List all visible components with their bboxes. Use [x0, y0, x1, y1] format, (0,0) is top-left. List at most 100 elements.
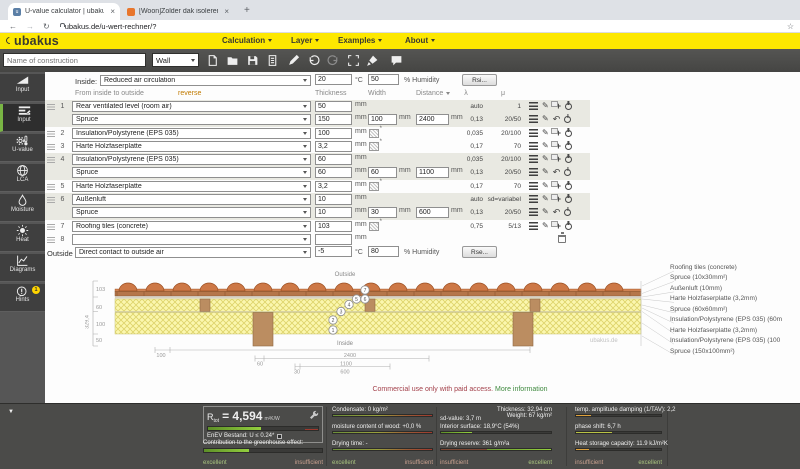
sidebar-item-lca[interactable]: LCA: [0, 164, 45, 192]
edit-pencil-icon[interactable]: ✎: [542, 101, 549, 110]
close-icon[interactable]: ×: [224, 7, 229, 16]
width-input[interactable]: 60: [368, 167, 397, 179]
material-select[interactable]: Harte Holzfaserplatte: [72, 180, 311, 192]
distance-header[interactable]: Distance: [416, 90, 451, 97]
edit-pencil-icon[interactable]: ✎: [542, 194, 549, 204]
outside-select[interactable]: Direct contact to outside air: [75, 247, 311, 258]
thickness-input[interactable]: 50: [315, 101, 352, 112]
browser-tab-active[interactable]: u U-value calculator | ubakus.de ×: [8, 3, 120, 20]
return-arrow-icon[interactable]: ↶: [552, 207, 561, 218]
redo-icon[interactable]: [327, 54, 340, 67]
menu-layer[interactable]: Layer: [291, 36, 320, 45]
material-select[interactable]: Außenluft: [72, 194, 311, 206]
construction-type-select[interactable]: Wall: [152, 53, 199, 67]
sidebar-item-input-layers[interactable]: Input: [0, 104, 45, 132]
toggle-layer-icon[interactable]: [564, 196, 572, 204]
material-select[interactable]: Rear ventilated level (room air): [72, 101, 311, 112]
drag-handle-icon[interactable]: [47, 103, 55, 110]
thickness-input[interactable]: [315, 233, 352, 245]
delete-row-icon[interactable]: [558, 232, 566, 243]
layer-menu-icon[interactable]: [529, 141, 538, 150]
refresh-icon[interactable]: ↻: [43, 21, 50, 31]
comment-icon[interactable]: [390, 54, 403, 67]
menu-examples[interactable]: Examples: [338, 36, 383, 45]
inside-select[interactable]: Reduced air circulation: [100, 75, 311, 86]
inside-temperature-input[interactable]: 20: [315, 74, 352, 85]
save-icon[interactable]: [246, 54, 259, 67]
layer-markers[interactable]: 1 2 3 4 5 6 7: [328, 285, 370, 335]
inside-humidity-input[interactable]: 50: [368, 74, 399, 85]
thickness-input[interactable]: 10: [315, 207, 352, 219]
forward-icon[interactable]: →: [26, 21, 34, 31]
toggle-layer-icon[interactable]: [564, 142, 572, 150]
drag-handle-icon[interactable]: [47, 235, 55, 243]
hatch-pattern-icon[interactable]: *: [369, 179, 382, 191]
brush-icon[interactable]: [366, 54, 379, 67]
thickness-input[interactable]: 3,2: [315, 140, 352, 152]
edit-pencil-icon[interactable]: ✎: [542, 127, 549, 137]
browser-tab-inactive[interactable]: [Woon]Zolder dak isoleren, best... ×: [122, 3, 234, 20]
material-select[interactable]: Harte Holzfaserplatte: [72, 140, 311, 152]
sidebar-item-diagrams[interactable]: Diagrams: [0, 254, 45, 282]
layer-menu-icon[interactable]: [529, 155, 538, 164]
edit-pencil-icon[interactable]: ✎: [542, 140, 549, 150]
new-tab-button[interactable]: +: [244, 5, 250, 16]
toggle-layer-icon[interactable]: [564, 129, 572, 137]
material-select[interactable]: Spruce: [72, 167, 311, 179]
hatch-pattern-icon[interactable]: *: [369, 126, 382, 138]
distance-input[interactable]: 2400: [416, 114, 449, 126]
sidebar-item-input-geometry[interactable]: Input: [0, 74, 45, 102]
rsi-button[interactable]: Rsi...: [462, 74, 497, 86]
add-sublayer-icon[interactable]: +: [550, 127, 561, 137]
edit-pencil-icon[interactable]: ✎: [542, 114, 549, 124]
open-folder-icon[interactable]: [226, 54, 239, 67]
reverse-link[interactable]: reverse: [178, 90, 202, 97]
wrench-icon[interactable]: [309, 410, 319, 420]
add-sublayer-icon[interactable]: +: [550, 140, 561, 150]
thickness-input[interactable]: 103: [315, 220, 352, 232]
edit-pen-icon[interactable]: [287, 54, 300, 67]
width-input[interactable]: 100: [368, 114, 397, 126]
thickness-input[interactable]: 10: [315, 194, 352, 206]
layer-menu-icon[interactable]: [529, 128, 538, 137]
return-arrow-icon[interactable]: ↶: [552, 114, 561, 125]
rse-button[interactable]: Rse...: [462, 246, 497, 258]
construction-name-input[interactable]: [3, 53, 146, 67]
drag-handle-icon[interactable]: [47, 196, 55, 204]
drag-handle-icon[interactable]: [47, 156, 55, 164]
thickness-input[interactable]: 3,2: [315, 180, 352, 192]
add-sublayer-icon[interactable]: +: [550, 220, 561, 230]
enev-icon[interactable]: [277, 433, 283, 439]
material-select[interactable]: Roofing tiles (concrete): [72, 220, 311, 232]
drag-handle-icon[interactable]: [47, 142, 55, 150]
bookmark-star-icon[interactable]: ☆: [786, 22, 794, 31]
more-information-link[interactable]: More information: [495, 386, 548, 393]
sidebar-item-hints[interactable]: 1 Hints: [0, 284, 45, 312]
thickness-input[interactable]: 150: [315, 114, 352, 126]
add-sublayer-icon[interactable]: +: [550, 154, 561, 164]
thickness-input[interactable]: 60: [315, 167, 352, 179]
sidebar-item-moisture[interactable]: Moisture: [0, 194, 45, 222]
toggle-layer-icon[interactable]: [564, 103, 572, 110]
drag-handle-icon[interactable]: [47, 222, 55, 230]
menu-calculation[interactable]: Calculation: [222, 36, 273, 45]
new-document-icon[interactable]: [206, 54, 219, 67]
edit-pencil-icon[interactable]: ✎: [542, 154, 549, 164]
layer-menu-icon[interactable]: [529, 221, 538, 230]
add-sublayer-icon[interactable]: +: [550, 180, 561, 190]
distance-input[interactable]: 1100: [416, 167, 449, 179]
material-select[interactable]: [72, 233, 311, 245]
width-input[interactable]: 30: [368, 207, 397, 219]
toggle-layer-icon[interactable]: [564, 209, 572, 217]
sidebar-item-heat[interactable]: Heat: [0, 224, 45, 252]
layer-menu-icon[interactable]: [529, 181, 538, 190]
fullscreen-icon[interactable]: [347, 54, 360, 67]
edit-pencil-icon[interactable]: ✎: [542, 167, 549, 177]
material-select[interactable]: Insulation/Polystyrene (EPS 035): [72, 127, 311, 139]
export-document-icon[interactable]: [266, 54, 279, 67]
layer-menu-icon[interactable]: [529, 195, 538, 204]
toggle-layer-icon[interactable]: [564, 169, 572, 177]
material-select[interactable]: Spruce: [72, 207, 311, 219]
toggle-layer-icon[interactable]: [564, 116, 572, 124]
material-select[interactable]: Spruce: [72, 114, 311, 126]
